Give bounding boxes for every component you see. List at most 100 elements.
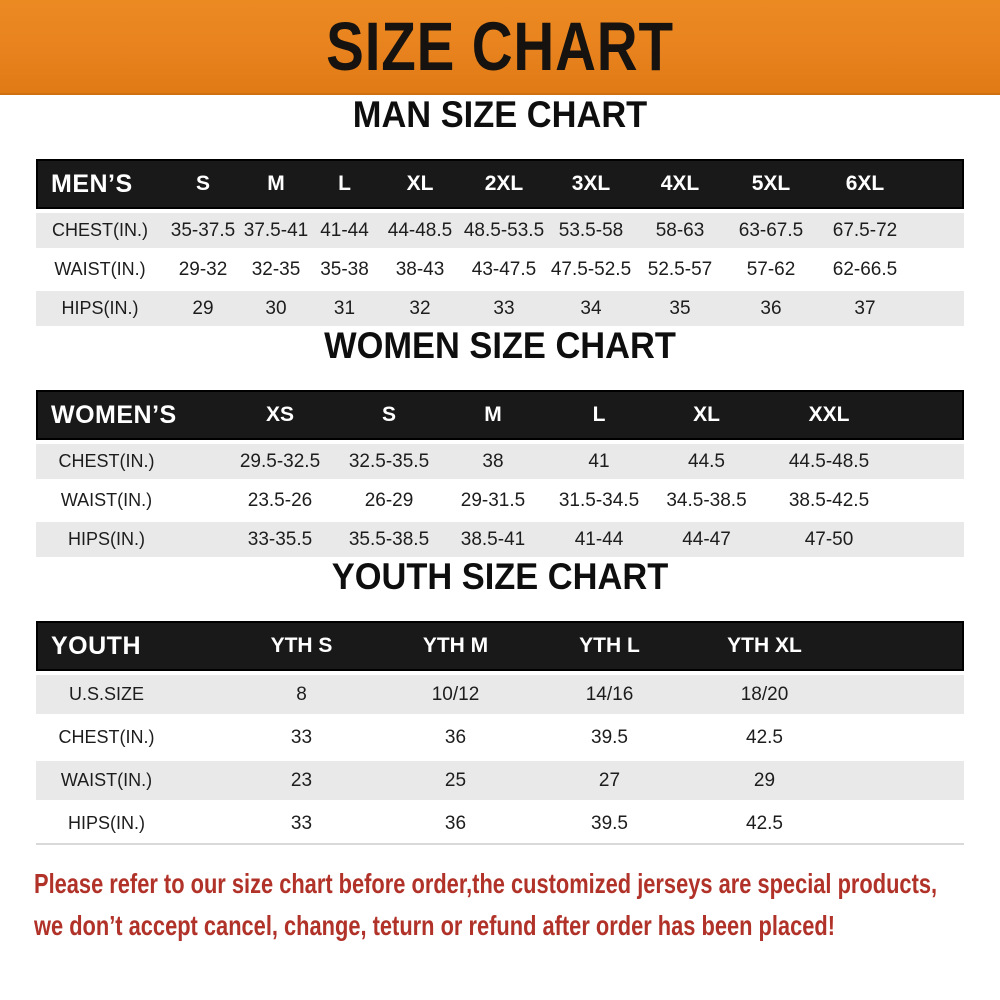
measurement-value-cell: 44-47 <box>654 518 759 557</box>
measurement-value-cell: 33-35.5 <box>224 518 336 557</box>
measurement-value-cell: 29.5-32.5 <box>224 440 336 479</box>
row-filler-cell <box>842 757 964 800</box>
row-filler-cell <box>842 714 964 757</box>
size-header-cell: YTH M <box>379 621 532 671</box>
measurement-value-cell: 32.5-35.5 <box>336 440 442 479</box>
measurement-row: CHEST(IN.) 33 36 39.5 42.5 <box>36 714 964 757</box>
measurement-value-cell: 37 <box>817 287 913 326</box>
measurement-value-cell: 41-44 <box>310 209 379 248</box>
measurement-value-cell: 32 <box>379 287 461 326</box>
measurement-value-cell: 48.5-53.5 <box>461 209 547 248</box>
measurement-row: WAIST(IN.) 23.5-26 26-29 29-31.5 31.5-34.5 34… <box>36 479 964 518</box>
measurement-value-cell: 14/16 <box>532 671 687 714</box>
measurement-row: CHEST(IN.) 35-37.5 37.5-41 41-44 44-48.5 48.5… <box>36 209 964 248</box>
footer-disclaimer: Please refer to our size chart before or… <box>34 863 1000 947</box>
measurement-value-cell: 34.5-38.5 <box>654 479 759 518</box>
measurement-value-cell: 34 <box>547 287 635 326</box>
row-label-cell: HIPS(IN.) <box>36 800 224 845</box>
measurement-value-cell: 33 <box>224 800 379 845</box>
measurement-value-cell: 25 <box>379 757 532 800</box>
measurement-value-cell: 41 <box>544 440 654 479</box>
header-filler-cell <box>842 621 964 671</box>
size-header-cell: 3XL <box>547 159 635 209</box>
category-header-cell: WOMEN’S <box>36 390 224 440</box>
measurement-value-cell: 44.5 <box>654 440 759 479</box>
measurement-value-cell: 62-66.5 <box>817 248 913 287</box>
category-header-cell: MEN’S <box>36 159 164 209</box>
youth-size-chart-section: YOUTH SIZE CHART YOUTH YTH S YTH M YTH L YTH… <box>0 557 1000 845</box>
measurement-value-cell: 36 <box>379 800 532 845</box>
row-label-cell: WAIST(IN.) <box>36 479 224 518</box>
measurement-value-cell: 47-50 <box>759 518 899 557</box>
measurement-value-cell: 29 <box>687 757 842 800</box>
measurement-value-cell: 35 <box>635 287 725 326</box>
header-filler-cell <box>913 159 964 209</box>
women-size-table: WOMEN’S XS S M L XL XXL CHEST(IN.) 29.5-32.5 32.5… <box>36 390 964 557</box>
row-filler-cell <box>899 518 964 557</box>
row-label-cell: U.S.SIZE <box>36 671 224 714</box>
measurement-value-cell: 29-32 <box>164 248 242 287</box>
measurement-value-cell: 8 <box>224 671 379 714</box>
row-label-cell: CHEST(IN.) <box>36 714 224 757</box>
row-filler-cell <box>842 800 964 845</box>
measurement-value-cell: 29-31.5 <box>442 479 544 518</box>
size-header-cell: 5XL <box>725 159 817 209</box>
measurement-row: WAIST(IN.) 29-32 32-35 35-38 38-43 43-47.5 47.… <box>36 248 964 287</box>
measurement-value-cell: 44.5-48.5 <box>759 440 899 479</box>
measurement-value-cell: 37.5-41 <box>242 209 310 248</box>
row-label-cell: CHEST(IN.) <box>36 209 164 248</box>
row-label-cell: WAIST(IN.) <box>36 757 224 800</box>
size-header-cell: M <box>442 390 544 440</box>
measurement-value-cell: 44-48.5 <box>379 209 461 248</box>
size-header-cell: M <box>242 159 310 209</box>
size-header-cell: L <box>310 159 379 209</box>
measurement-value-cell: 38.5-42.5 <box>759 479 899 518</box>
measurement-row: HIPS(IN.) 33 36 39.5 42.5 <box>36 800 964 845</box>
measurement-value-cell: 23 <box>224 757 379 800</box>
measurement-row: U.S.SIZE 8 10/12 14/16 18/20 <box>36 671 964 714</box>
measurement-value-cell: 33 <box>461 287 547 326</box>
size-header-row: WOMEN’S XS S M L XL XXL <box>36 390 964 440</box>
disclaimer-line-2: we don’t accept cancel, change, teturn o… <box>34 910 835 941</box>
youth-size-table: YOUTH YTH S YTH M YTH L YTH XL U.S.SIZE 8 10/12… <box>36 621 964 845</box>
measurement-value-cell: 42.5 <box>687 800 842 845</box>
row-filler-cell <box>899 440 964 479</box>
size-header-cell: L <box>544 390 654 440</box>
women-size-chart-section: WOMEN SIZE CHART WOMEN’S XS S M L XL XXL CHEST(… <box>0 326 1000 557</box>
size-header-cell: XXL <box>759 390 899 440</box>
measurement-value-cell: 30 <box>242 287 310 326</box>
measurement-row: CHEST(IN.) 29.5-32.5 32.5-35.5 38 41 44.5 44.5… <box>36 440 964 479</box>
size-header-cell: XS <box>224 390 336 440</box>
row-label-cell: WAIST(IN.) <box>36 248 164 287</box>
measurement-value-cell: 32-35 <box>242 248 310 287</box>
page-title: SIZE CHART <box>326 8 674 85</box>
measurement-value-cell: 35-38 <box>310 248 379 287</box>
size-header-cell: S <box>164 159 242 209</box>
measurement-value-cell: 39.5 <box>532 714 687 757</box>
size-header-cell: 2XL <box>461 159 547 209</box>
row-filler-cell <box>913 248 964 287</box>
measurement-value-cell: 10/12 <box>379 671 532 714</box>
row-filler-cell <box>913 287 964 326</box>
size-header-cell: 6XL <box>817 159 913 209</box>
size-header-cell: 4XL <box>635 159 725 209</box>
men-size-chart-section: MAN SIZE CHART MEN’S S M L XL 2XL 3XL 4XL 5XL 6XL… <box>0 95 1000 326</box>
measurement-value-cell: 63-67.5 <box>725 209 817 248</box>
size-header-cell: YTH XL <box>687 621 842 671</box>
measurement-row: HIPS(IN.) 33-35.5 35.5-38.5 38.5-41 41-44 44-… <box>36 518 964 557</box>
header-filler-cell <box>899 390 964 440</box>
measurement-value-cell: 35.5-38.5 <box>336 518 442 557</box>
measurement-value-cell: 29 <box>164 287 242 326</box>
measurement-row: HIPS(IN.) 29 30 31 32 33 34 35 36 37 <box>36 287 964 326</box>
measurement-value-cell: 38.5-41 <box>442 518 544 557</box>
disclaimer-line-1: Please refer to our size chart before or… <box>34 868 938 899</box>
measurement-value-cell: 36 <box>725 287 817 326</box>
measurement-value-cell: 31.5-34.5 <box>544 479 654 518</box>
banner: SIZE CHART <box>0 0 1000 95</box>
row-label-cell: HIPS(IN.) <box>36 287 164 326</box>
row-label-cell: HIPS(IN.) <box>36 518 224 557</box>
size-header-cell: XL <box>379 159 461 209</box>
measurement-value-cell: 67.5-72 <box>817 209 913 248</box>
measurement-value-cell: 38 <box>442 440 544 479</box>
measurement-value-cell: 33 <box>224 714 379 757</box>
